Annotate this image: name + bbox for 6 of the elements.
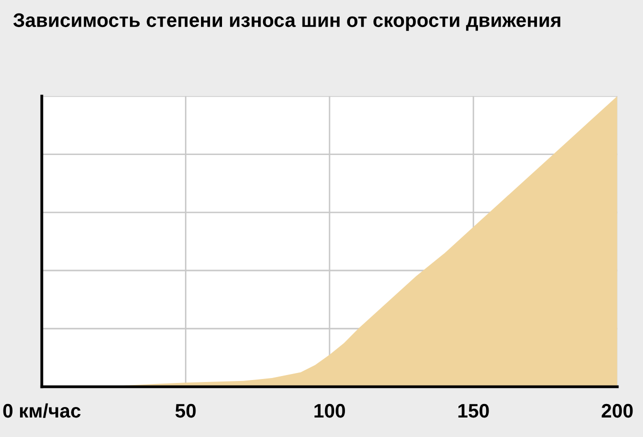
x-tick-label: 200 [602, 404, 633, 418]
x-tick-label: 50 [175, 404, 196, 418]
x-tick-label: 100 [314, 404, 345, 418]
chart-title: Зависимость степени износа шин от скорости движения [13, 13, 560, 31]
x-tick-label: 0 км/час [3, 403, 81, 418]
x-tick-label: 150 [458, 404, 489, 418]
